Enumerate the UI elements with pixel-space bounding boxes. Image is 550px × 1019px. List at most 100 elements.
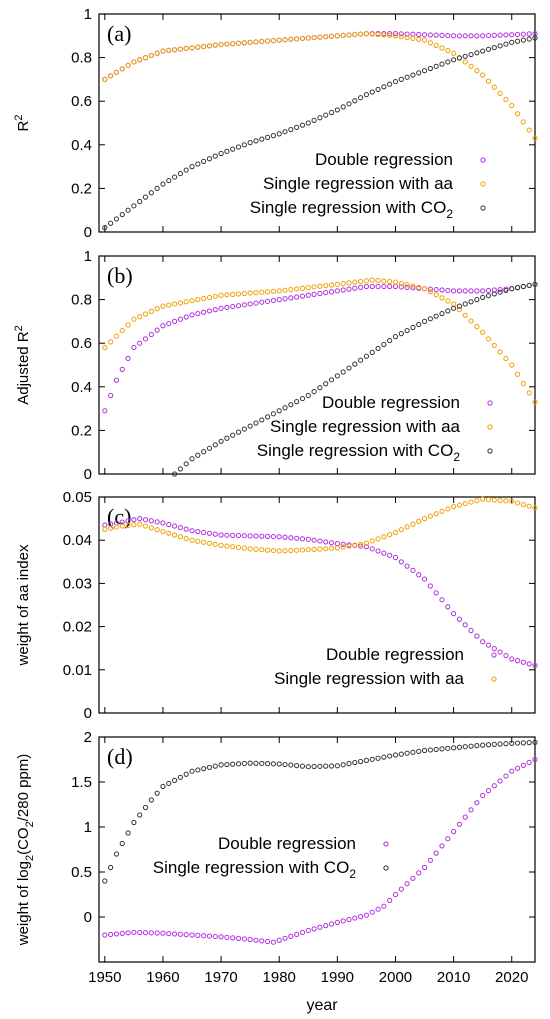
data-point xyxy=(218,150,224,157)
data-point xyxy=(195,932,201,938)
data-point xyxy=(270,547,276,554)
data-point xyxy=(491,84,497,90)
data-point xyxy=(299,293,306,299)
data-point xyxy=(363,31,370,37)
data-point xyxy=(358,543,364,549)
legend-label: Single regression with aa xyxy=(263,174,453,193)
legend-label: Double regression xyxy=(326,645,464,664)
data-point xyxy=(183,299,189,305)
data-point xyxy=(206,764,213,771)
data-point xyxy=(212,153,218,159)
data-point xyxy=(398,280,404,287)
data-point xyxy=(346,280,352,286)
data-point xyxy=(276,288,282,294)
data-point xyxy=(171,471,178,477)
data-point xyxy=(177,931,183,937)
data-point xyxy=(218,41,224,48)
series-aa xyxy=(102,496,538,554)
data-point xyxy=(451,301,457,307)
data-point xyxy=(241,936,247,942)
legend-marker xyxy=(491,652,497,658)
data-point xyxy=(323,283,329,289)
data-point xyxy=(113,931,120,937)
legend-marker xyxy=(383,841,389,847)
data-point xyxy=(201,158,207,164)
y-tick-label: 0.04 xyxy=(63,532,92,549)
data-point xyxy=(328,109,335,116)
data-point xyxy=(392,279,399,285)
data-point xyxy=(328,33,335,39)
data-point xyxy=(445,287,451,294)
data-point xyxy=(346,32,352,38)
data-point xyxy=(137,521,143,527)
data-point xyxy=(276,761,282,767)
data-point xyxy=(166,780,172,787)
data-point xyxy=(404,31,410,37)
data-point xyxy=(375,31,381,38)
data-point xyxy=(474,33,480,39)
data-point xyxy=(451,33,457,39)
data-point xyxy=(218,532,224,538)
data-point xyxy=(328,377,335,383)
data-point xyxy=(439,45,445,51)
data-point xyxy=(456,288,463,294)
data-point xyxy=(520,31,526,37)
y-tick-label: 0.8 xyxy=(71,292,92,309)
data-point xyxy=(358,284,364,290)
data-point xyxy=(317,538,323,544)
data-point xyxy=(259,417,265,423)
data-point xyxy=(183,535,189,542)
data-point xyxy=(317,115,323,121)
data-point xyxy=(462,744,468,750)
data-point xyxy=(119,523,125,529)
data-point xyxy=(154,327,160,333)
data-point xyxy=(369,349,375,355)
data-point xyxy=(381,278,387,284)
data-point xyxy=(235,935,242,942)
data-point xyxy=(177,170,183,177)
data-point xyxy=(387,552,393,558)
data-point xyxy=(241,302,247,308)
data-point xyxy=(131,522,137,528)
data-point xyxy=(334,281,340,287)
y-tick-label: 0 xyxy=(84,705,92,722)
y-tick-label: 1 xyxy=(84,6,92,23)
data-point xyxy=(334,288,340,294)
data-point xyxy=(201,295,207,302)
legend-label: Single regression with CO2 xyxy=(250,198,454,221)
data-point xyxy=(480,639,486,645)
data-point xyxy=(381,84,387,90)
x-tick-label: 1980 xyxy=(263,969,296,986)
data-point xyxy=(247,936,253,943)
data-point xyxy=(503,287,509,294)
data-point xyxy=(137,516,143,522)
legend-marker xyxy=(487,400,493,406)
data-point xyxy=(433,292,439,298)
data-point xyxy=(102,408,108,414)
data-point xyxy=(125,62,131,69)
data-point xyxy=(416,870,422,876)
data-point xyxy=(456,616,463,622)
data-point xyxy=(392,78,399,85)
data-point xyxy=(119,66,125,72)
data-point xyxy=(358,758,364,765)
y-tick-label: 1 xyxy=(84,248,92,265)
data-point xyxy=(230,41,236,47)
data-point xyxy=(224,304,230,311)
data-point xyxy=(305,120,311,126)
data-point xyxy=(451,305,457,311)
data-point xyxy=(328,282,335,288)
data-point xyxy=(230,544,236,550)
data-point xyxy=(206,540,213,546)
data-point xyxy=(439,597,445,603)
data-point xyxy=(398,331,404,337)
data-point xyxy=(270,133,276,139)
data-point xyxy=(189,298,195,304)
data-point xyxy=(311,546,317,552)
data-point xyxy=(276,534,282,540)
data-point xyxy=(113,216,120,222)
data-point xyxy=(189,164,195,170)
data-point xyxy=(427,32,433,38)
data-point xyxy=(503,652,509,659)
data-point xyxy=(201,43,207,50)
